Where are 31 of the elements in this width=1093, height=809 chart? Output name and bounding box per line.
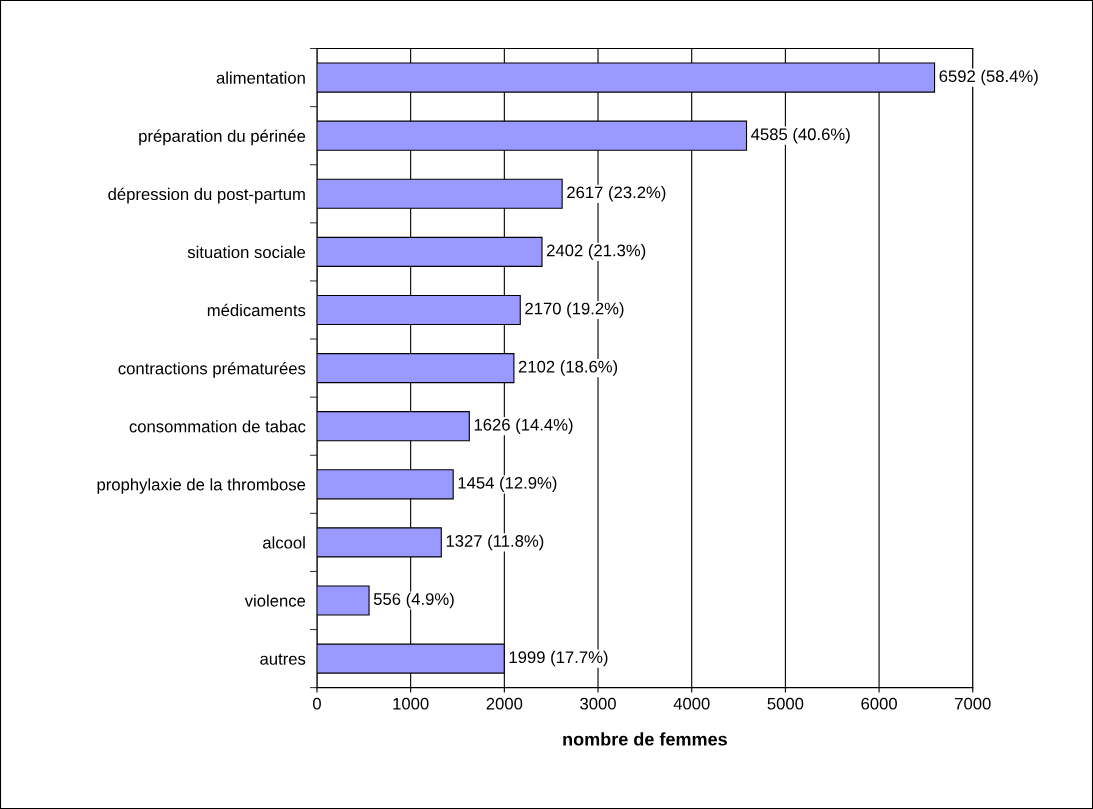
- y-tick-label: alimentation: [216, 71, 305, 84]
- data-label: 2617 (23.2%): [567, 186, 666, 202]
- data-label: 2170 (19.2%): [525, 302, 624, 318]
- data-label: 1327 (11.8%): [446, 534, 544, 551]
- data-label: 556 (4.9%): [373, 592, 454, 609]
- x-tick-label: 2000: [486, 697, 523, 710]
- data-label: 2402 (21.3%): [547, 244, 646, 260]
- x-tick-label: 3000: [580, 697, 616, 710]
- y-tick-label: dépression du post-partum: [108, 187, 305, 204]
- y-tick-label: préparation du périnée: [139, 129, 306, 146]
- y-tick-label: situation sociale: [187, 245, 306, 259]
- x-axis-title: nombre de femmes: [563, 732, 727, 746]
- y-tick-label: prophylaxie de la thrombose: [97, 478, 306, 494]
- data-label: 4585 (40.6%): [751, 127, 850, 144]
- y-tick-label: contractions prématurées: [118, 361, 306, 378]
- data-label: 2102 (18.6%): [518, 360, 618, 376]
- data-label: 6592 (58.4%): [939, 69, 1038, 86]
- x-tick-label: 4000: [673, 697, 710, 710]
- y-tick-label: consommation de tabac: [129, 420, 306, 433]
- y-tick-label: violence: [244, 594, 306, 607]
- x-tick-label: 7000: [955, 697, 991, 710]
- data-label: 1626 (14.4%): [474, 418, 573, 434]
- x-tick-label: 6000: [861, 697, 897, 710]
- data-label: 1454 (12.9%): [458, 476, 557, 493]
- x-tick-label: 0: [312, 697, 321, 710]
- x-tick-label: 5000: [767, 697, 804, 710]
- y-tick-label: médicaments: [207, 303, 306, 317]
- x-tick-label: 1000: [393, 697, 429, 710]
- data-label: 1999 (17.7%): [509, 650, 608, 667]
- y-tick-label: autres: [260, 653, 306, 665]
- y-tick-label: alcool: [263, 536, 305, 549]
